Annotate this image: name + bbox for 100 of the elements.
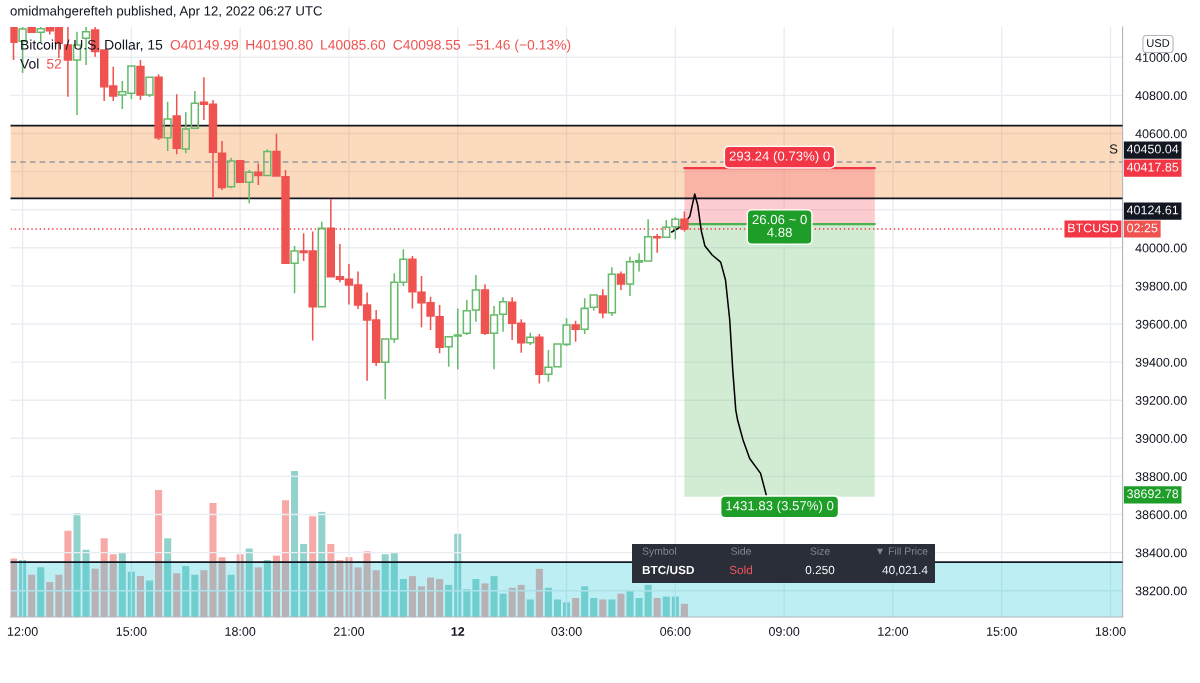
y-tick-label: 39400.00: [1135, 357, 1187, 367]
annotation: BTC/USD: [642, 565, 694, 575]
annotation: 0.250: [805, 565, 835, 575]
ref-line-label: 40450.04: [1126, 144, 1179, 154]
bar: [436, 579, 444, 617]
bar: [37, 567, 45, 617]
bar: [263, 560, 271, 617]
bar: [445, 584, 453, 617]
bar: [73, 513, 81, 617]
x-tick-label: 03:00: [551, 627, 582, 636]
bar: [309, 516, 317, 617]
candlestick: [217, 140, 227, 191]
bar: [82, 549, 90, 617]
bar: [553, 599, 562, 617]
annotation: H40190.80: [246, 39, 313, 50]
annotation: ▼ Fill Price: [876, 547, 928, 555]
annotation: 40,021.4: [882, 565, 928, 576]
text: 40124.61: [1126, 205, 1179, 215]
bar: [526, 599, 534, 617]
y-tick-label: 40600.00: [1135, 129, 1187, 139]
candlestick: [163, 100, 172, 152]
bar: [173, 573, 181, 617]
candlestick: [254, 162, 263, 186]
annotation: Symbol: [642, 547, 677, 557]
y-tick-label: 38800.00: [1135, 472, 1187, 482]
candlestick: [245, 169, 254, 204]
bar: [572, 598, 580, 617]
candlestick: [598, 288, 608, 320]
annotation: Side: [731, 547, 751, 555]
bar: [118, 552, 126, 617]
candlestick: [290, 245, 299, 295]
bar: [517, 584, 525, 617]
bar: [155, 489, 163, 617]
bar: [245, 548, 253, 617]
y-tick-label: 38200.00: [1135, 586, 1187, 596]
x-tick-label: 21:00: [333, 627, 365, 636]
bar: [327, 544, 335, 617]
candlestick: [63, 27, 73, 98]
annotation: 1431.83 (3.57%) 0: [726, 500, 834, 513]
text: 38692.78: [1127, 489, 1179, 499]
bar: [499, 593, 507, 617]
bar: [608, 599, 616, 617]
y-tick-label: 41000.00: [1135, 53, 1187, 62]
bar: [182, 565, 190, 617]
bar: [644, 584, 652, 617]
bar: [318, 511, 326, 617]
bar: [381, 554, 389, 617]
bar: [28, 574, 36, 617]
candlestick: [408, 255, 417, 310]
bar: [490, 576, 498, 617]
bar: [626, 590, 634, 617]
bar: [55, 574, 63, 617]
x-tick-label: 15:00: [987, 627, 1017, 636]
bar: [544, 587, 552, 617]
x-tick-label: 12:00: [878, 627, 909, 636]
bar: [590, 598, 598, 617]
bar: [227, 574, 235, 617]
candlestick: [589, 294, 598, 312]
x-tick-label: 12: [451, 627, 465, 636]
annotation: O40149.99: [170, 39, 239, 50]
text: 40417.85: [1126, 162, 1179, 172]
annotation: 293.24 (0.73%) 0: [729, 151, 830, 164]
bar: [680, 603, 688, 617]
y-tick-label: 40000.00: [1135, 243, 1187, 253]
bar: [291, 471, 299, 617]
bar: [535, 568, 543, 617]
bar: [390, 552, 398, 617]
annotation: Size: [810, 547, 830, 555]
bar: [463, 589, 471, 617]
bar: [662, 596, 670, 617]
annotation: 52: [46, 58, 62, 69]
text: omidmahgerefteh published, Apr 12, 2022 06:27 UTC: [10, 5, 322, 19]
bar: [109, 554, 117, 617]
bar: [635, 598, 643, 617]
bar: [200, 570, 208, 617]
bar: [100, 538, 108, 617]
y-tick-label: 39600.00: [1135, 319, 1187, 329]
bar: [417, 586, 426, 617]
y-tick-label: 39200.00: [1135, 396, 1187, 405]
bar: [46, 581, 54, 617]
x-tick-label: 18:00: [1095, 627, 1126, 636]
bar: [508, 587, 516, 617]
x-tick-label: 09:00: [768, 627, 800, 636]
bar: [300, 544, 308, 617]
x-tick-label: 12:00: [7, 627, 38, 636]
bar: [472, 579, 480, 617]
bar: [481, 583, 489, 617]
bar: [599, 599, 607, 617]
bar: [218, 557, 226, 617]
bar: [653, 598, 661, 617]
y-tick-label: 39800.00: [1135, 281, 1187, 291]
x-tick-label: 06:00: [660, 627, 691, 636]
bar: [145, 580, 154, 617]
x-tick-label: 15:00: [116, 627, 147, 636]
bar: [399, 579, 407, 617]
y-tick-label: 38400.00: [1135, 548, 1187, 558]
annotation: 26.06 ~ 0 4.88: [752, 214, 807, 237]
annotation: L40085.60: [321, 39, 386, 50]
bar: [91, 568, 99, 617]
bar: [408, 576, 416, 617]
